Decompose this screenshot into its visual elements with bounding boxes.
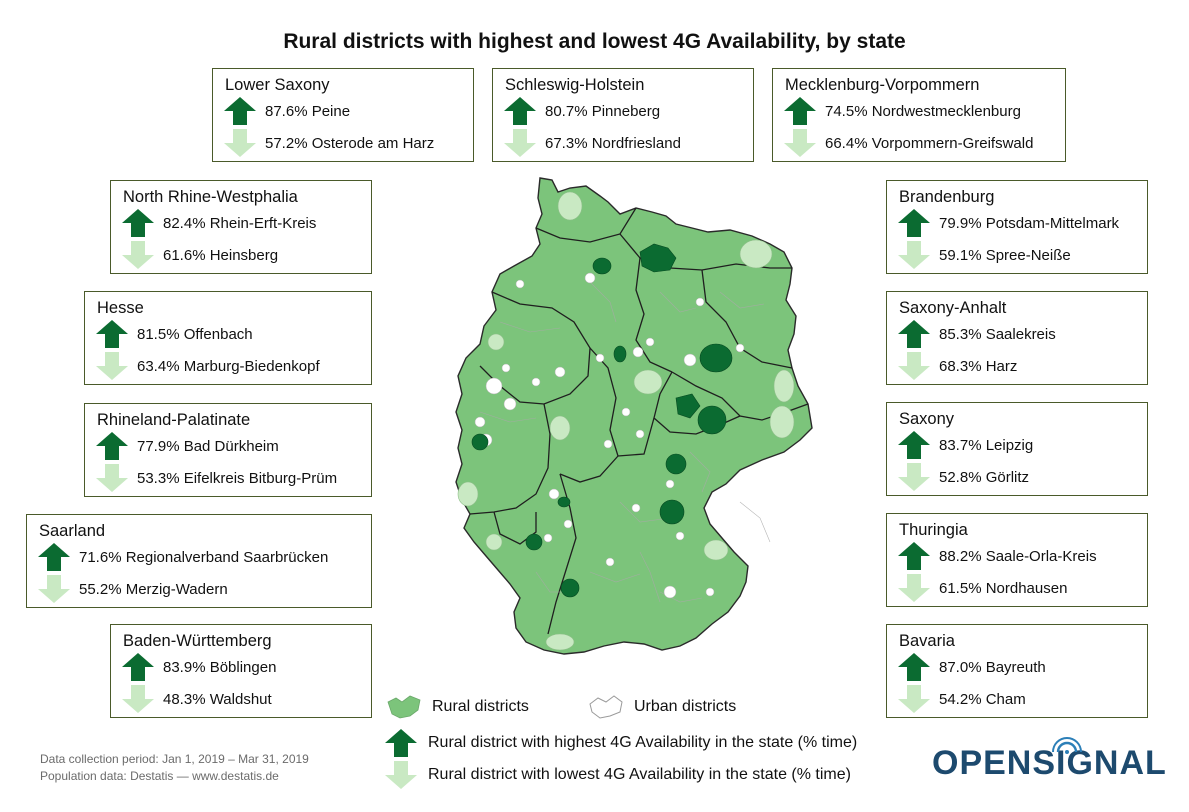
lowest-district: 53.3% Eifelkreis Bitburg-Prüm bbox=[137, 469, 338, 487]
state-card-saxony-anhalt: Saxony-Anhalt 85.3% Saalekreis 68.3% Har… bbox=[886, 291, 1148, 385]
arrow-up-icon bbox=[122, 209, 154, 237]
state-card-mecklenburg-vorpommern: Mecklenburg-Vorpommern 74.5% Nordwestmec… bbox=[772, 68, 1066, 162]
state-name: Saxony-Anhalt bbox=[899, 299, 1007, 317]
arrow-down-icon bbox=[122, 685, 154, 713]
arrow-down-icon bbox=[224, 129, 256, 157]
arrow-up-icon bbox=[898, 209, 930, 237]
highest-district: 80.7% Pinneberg bbox=[545, 102, 661, 120]
rural-district-icon bbox=[387, 695, 421, 719]
footnote-period: Data collection period: Jan 1, 2019 – Ma… bbox=[40, 752, 309, 766]
lowest-district: 67.3% Nordfriesland bbox=[545, 134, 681, 152]
highest-district: 85.3% Saalekreis bbox=[939, 325, 1056, 343]
state-name: Saarland bbox=[39, 522, 106, 540]
lowest-district: 68.3% Harz bbox=[939, 357, 1018, 375]
state-name: North Rhine-Westphalia bbox=[123, 188, 298, 206]
arrow-down-icon bbox=[898, 463, 930, 491]
arrow-up-icon bbox=[385, 729, 417, 757]
state-name: Brandenburg bbox=[899, 188, 995, 206]
legend-rural: Rural districts bbox=[386, 694, 529, 720]
state-name: Hesse bbox=[97, 299, 144, 317]
arrow-down-icon bbox=[96, 352, 128, 380]
arrow-up-icon bbox=[504, 97, 536, 125]
legend-highest-label: Rural district with highest 4G Availabil… bbox=[428, 734, 858, 751]
state-card-rhineland-palatinate: Rhineland-Palatinate 77.9% Bad Dürkheim … bbox=[84, 403, 372, 497]
legend-lowest: Rural district with lowest 4G Availabili… bbox=[384, 760, 851, 790]
arrow-up-icon bbox=[122, 653, 154, 681]
arrow-down-icon bbox=[898, 352, 930, 380]
legend-lowest-label: Rural district with lowest 4G Availabili… bbox=[428, 766, 851, 783]
state-card-baden-wuerttemberg: Baden-Württemberg 83.9% Böblingen 48.3% … bbox=[110, 624, 372, 718]
lowest-district: 61.5% Nordhausen bbox=[939, 579, 1068, 597]
lowest-district: 48.3% Waldshut bbox=[163, 690, 272, 708]
legend-highest: Rural district with highest 4G Availabil… bbox=[384, 728, 857, 758]
highest-district: 79.9% Potsdam-Mittelmark bbox=[939, 214, 1120, 232]
state-name: Schleswig-Holstein bbox=[505, 76, 645, 94]
arrow-up-icon bbox=[96, 320, 128, 348]
arrow-up-icon bbox=[784, 97, 816, 125]
lowest-district: 57.2% Osterode am Harz bbox=[265, 134, 435, 152]
lowest-district: 54.2% Cham bbox=[939, 690, 1026, 708]
arrow-down-icon bbox=[898, 241, 930, 269]
lowest-district: 66.4% Vorpommern-Greifswald bbox=[825, 134, 1034, 152]
arrow-up-icon bbox=[898, 542, 930, 570]
state-name: Thuringia bbox=[899, 521, 968, 539]
state-card-bavaria: Bavaria 87.0% Bayreuth 54.2% Cham bbox=[886, 624, 1148, 718]
lowest-district: 59.1% Spree-Neiße bbox=[939, 246, 1071, 264]
arrow-down-icon bbox=[504, 129, 536, 157]
highest-district: 81.5% Offenbach bbox=[137, 325, 253, 343]
highest-district: 71.6% Regionalverband Saarbrücken bbox=[79, 548, 329, 566]
state-card-thuringia: Thuringia 88.2% Saale-Orla-Kreis 61.5% N… bbox=[886, 513, 1148, 607]
state-name: Mecklenburg-Vorpommern bbox=[785, 76, 980, 94]
arrow-up-icon bbox=[898, 320, 930, 348]
arrow-up-icon bbox=[898, 431, 930, 459]
state-card-brandenburg: Brandenburg 79.9% Potsdam-Mittelmark 59.… bbox=[886, 180, 1148, 274]
lowest-district: 55.2% Merzig-Wadern bbox=[79, 580, 228, 598]
arrow-down-icon bbox=[784, 129, 816, 157]
arrow-down-icon bbox=[38, 575, 70, 603]
arrow-up-icon bbox=[96, 432, 128, 460]
urban-district-icon bbox=[589, 695, 623, 719]
arrow-down-icon bbox=[122, 241, 154, 269]
arrow-up-icon bbox=[224, 97, 256, 125]
arrow-up-icon bbox=[38, 543, 70, 571]
signal-waves-icon bbox=[1052, 737, 1082, 754]
lowest-district: 52.8% Görlitz bbox=[939, 468, 1030, 486]
legend-rural-label: Rural districts bbox=[432, 698, 529, 715]
state-card-saarland: Saarland 71.6% Regionalverband Saarbrück… bbox=[26, 514, 372, 608]
state-card-saxony: Saxony 83.7% Leipzig 52.8% Görlitz bbox=[886, 402, 1148, 496]
highest-district: 77.9% Bad Dürkheim bbox=[137, 437, 279, 455]
legend-urban: Urban districts bbox=[588, 694, 736, 720]
arrow-up-icon bbox=[898, 653, 930, 681]
state-card-schleswig-holstein: Schleswig-Holstein 80.7% Pinneberg 67.3%… bbox=[492, 68, 754, 162]
state-name: Rhineland-Palatinate bbox=[97, 411, 251, 429]
legend-urban-label: Urban districts bbox=[634, 698, 737, 715]
opensignal-logo: OPENSIGNAL bbox=[932, 737, 1167, 783]
brand-name: OPENSIGNAL bbox=[932, 744, 1167, 782]
chart-title: Rural districts with highest and lowest … bbox=[283, 30, 906, 53]
arrow-down-icon bbox=[898, 574, 930, 602]
lowest-district: 61.6% Heinsberg bbox=[163, 246, 279, 264]
state-card-lower-saxony: Lower Saxony 87.6% Peine 57.2% Osterode … bbox=[212, 68, 474, 162]
state-name: Saxony bbox=[899, 410, 955, 428]
highest-district: 83.7% Leipzig bbox=[939, 436, 1034, 454]
germany-district-map bbox=[455, 177, 813, 655]
arrow-down-icon bbox=[385, 761, 417, 789]
state-name: Baden-Württemberg bbox=[123, 632, 272, 650]
highest-district: 83.9% Böblingen bbox=[163, 658, 277, 676]
arrow-down-icon bbox=[898, 685, 930, 713]
state-card-north-rhine-westphalia: North Rhine-Westphalia 82.4% Rhein-Erft-… bbox=[110, 180, 372, 274]
highest-district: 87.0% Bayreuth bbox=[939, 658, 1046, 676]
lowest-district: 63.4% Marburg-Biedenkopf bbox=[137, 357, 320, 375]
footnote-population: Population data: Destatis — www.destatis… bbox=[40, 769, 279, 783]
state-name: Bavaria bbox=[899, 632, 955, 650]
highest-district: 82.4% Rhein-Erft-Kreis bbox=[163, 214, 317, 232]
arrow-down-icon bbox=[96, 464, 128, 492]
highest-district: 74.5% Nordwestmecklenburg bbox=[825, 102, 1021, 120]
state-name: Lower Saxony bbox=[225, 76, 330, 94]
state-card-hesse: Hesse 81.5% Offenbach 63.4% Marburg-Bied… bbox=[84, 291, 372, 385]
highest-district: 88.2% Saale-Orla-Kreis bbox=[939, 547, 1097, 565]
highest-district: 87.6% Peine bbox=[265, 102, 351, 120]
